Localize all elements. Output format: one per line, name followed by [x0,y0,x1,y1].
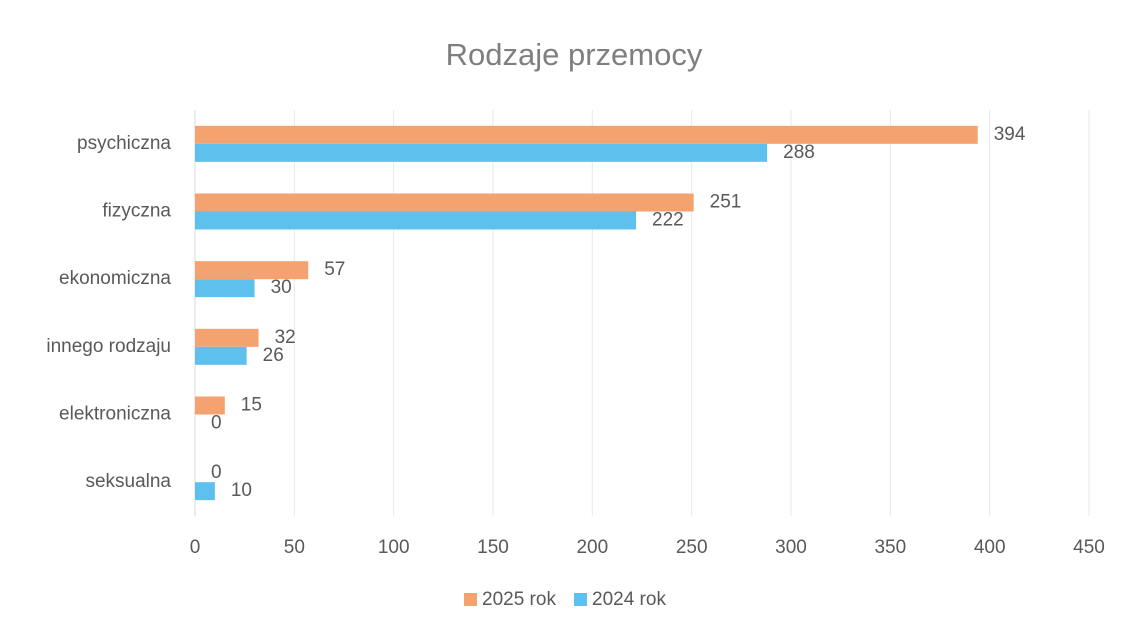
y-tick-label: innego rodzaju [46,336,171,357]
data-label: 10 [231,480,252,501]
bar [195,143,768,162]
data-label: 0 [211,462,222,483]
bar [195,482,215,501]
bar [195,328,259,347]
data-label: 57 [324,259,345,280]
legend-label: 2025 rok [482,589,556,610]
x-tick-label: 450 [1073,537,1105,558]
x-tick-label: 200 [576,537,608,558]
legend-swatch [574,593,587,606]
y-tick-label: ekonomiczna [59,268,171,289]
y-tick-label: fizyczna [102,201,171,222]
x-tick-label: 350 [874,537,906,558]
bar [195,193,694,212]
y-tick-label: seksualna [85,471,171,492]
y-tick-label: psychiczna [77,133,171,154]
data-label: 26 [263,345,284,366]
x-tick-label: 100 [378,537,410,558]
x-tick-label: 50 [284,537,305,558]
data-label: 32 [275,327,296,348]
legend-label: 2024 rok [592,589,666,610]
x-tick-label: 400 [974,537,1006,558]
bar [195,279,255,298]
x-tick-label: 250 [676,537,708,558]
bar [195,346,247,365]
x-tick-label: 300 [775,537,807,558]
data-label: 288 [783,142,815,163]
data-label: 0 [211,413,222,434]
x-tick-label: 0 [190,537,201,558]
data-label: 222 [652,210,684,231]
data-label: 15 [241,395,262,416]
data-label: 30 [271,277,292,298]
bar [195,125,978,144]
chart-title: Rodzaje przemocy [446,37,703,72]
legend-swatch [464,593,477,606]
data-label: 251 [710,192,742,213]
bar [195,396,225,415]
y-tick-label: elektroniczna [59,404,171,425]
bar [195,261,309,280]
x-tick-label: 150 [477,537,509,558]
data-label: 394 [994,124,1026,145]
bar [195,211,637,230]
